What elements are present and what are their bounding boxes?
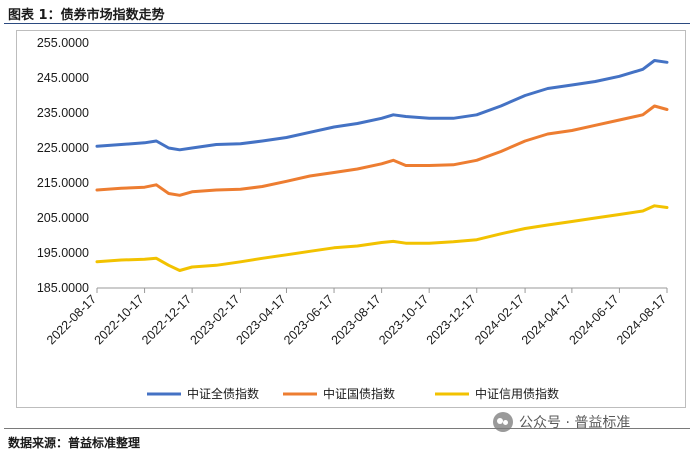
legend-label: 中证信用债指数	[475, 386, 559, 401]
x-tick-label: 2022-10-17	[92, 292, 147, 347]
x-tick-label: 2024-02-17	[472, 292, 527, 347]
y-tick-label: 195.0000	[37, 246, 89, 260]
y-tick-label: 255.0000	[37, 36, 89, 50]
x-tick-label: 2023-12-17	[424, 292, 479, 347]
x-tick-label: 2024-04-17	[519, 292, 574, 347]
x-tick-label: 2023-10-17	[376, 292, 431, 347]
y-tick-label: 225.0000	[37, 141, 89, 155]
x-tick-label: 2024-06-17	[566, 292, 621, 347]
x-tick-label: 2023-04-17	[233, 292, 288, 347]
x-tick-label: 2023-06-17	[281, 292, 336, 347]
x-axis: 2022-08-172022-10-172022-12-172023-02-17…	[44, 287, 669, 347]
y-tick-label: 185.0000	[37, 281, 89, 295]
legend: 中证全债指数 中证国债指数 中证信用债指数	[147, 386, 559, 401]
y-tick-label: 215.0000	[37, 176, 89, 190]
legend-label: 中证国债指数	[323, 386, 395, 401]
x-tick-label: 2022-08-17	[44, 292, 99, 347]
watermark-text: 公众号 · 普益标准	[519, 415, 631, 431]
y-tick-label: 205.0000	[37, 211, 89, 225]
x-tick-label: 2023-08-17	[329, 292, 384, 347]
y-axis: 185.0000 195.0000 205.0000 215.0000 225.0000…	[37, 36, 89, 295]
x-tick-label: 2024-08-17	[614, 292, 669, 347]
bottom-divider	[4, 428, 690, 429]
legend-label: 中证全债指数	[187, 386, 259, 401]
y-tick-label: 245.0000	[37, 71, 89, 85]
chart-frame: 185.0000 195.0000 205.0000 215.0000 225.0000…	[16, 30, 686, 408]
source-note: 数据来源：普益标准整理	[8, 436, 141, 450]
chart-title: 图表 1：债券市场指数走势	[8, 8, 165, 23]
series-layer	[95, 59, 669, 272]
line-chart: 185.0000 195.0000 205.0000 215.0000 225.0000…	[37, 36, 669, 401]
y-tick-label: 235.0000	[37, 106, 89, 120]
series-line-2	[95, 204, 669, 272]
x-tick-label: 2022-12-17	[139, 292, 194, 347]
top-divider	[4, 23, 690, 24]
watermark: 公众号 · 普益标准	[493, 412, 630, 432]
series-line-1	[95, 104, 669, 197]
series-line-0	[95, 59, 669, 152]
wechat-icon	[493, 412, 513, 432]
